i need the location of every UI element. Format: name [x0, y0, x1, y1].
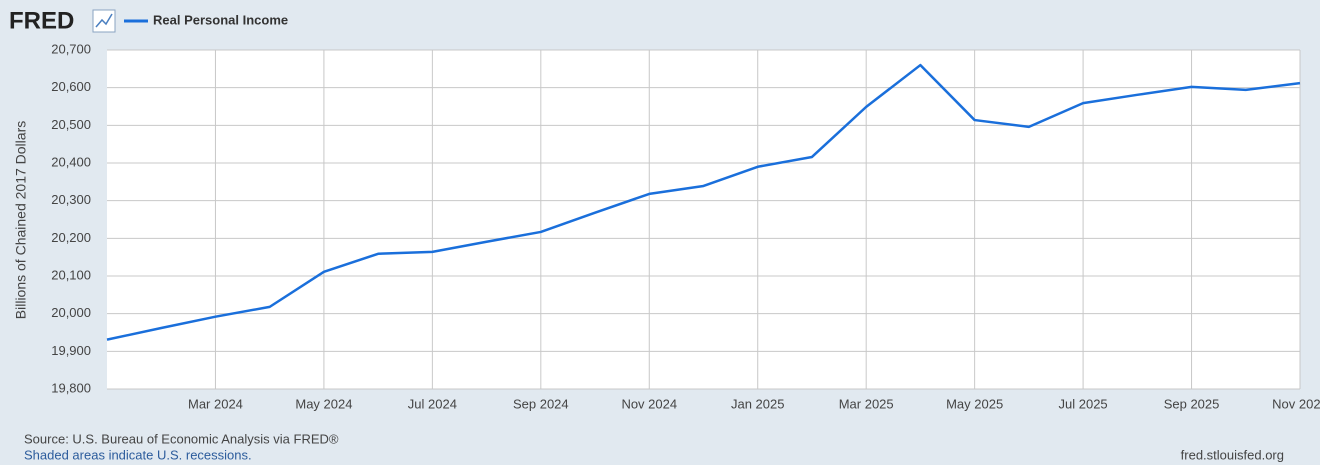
y-tick-label: 20,000	[51, 305, 91, 320]
y-tick-label: 20,500	[51, 117, 91, 132]
y-axis-label: Billions of Chained 2017 Dollars	[13, 121, 29, 319]
site[interactable]: fred.stlouisfed.org	[1181, 447, 1284, 462]
y-tick-label: 19,900	[51, 343, 91, 358]
logo-icon	[92, 9, 116, 33]
x-tick-label: Mar 2024	[188, 396, 243, 411]
y-tick-label: 20,200	[51, 230, 91, 245]
x-tick-label: Nov 2025	[1272, 396, 1320, 411]
y-tick-label: 20,300	[51, 192, 91, 207]
recession-note[interactable]: Shaded areas indicate U.S. recessions.	[24, 447, 252, 462]
x-tick-label: Nov 2024	[621, 396, 677, 411]
y-tick-label: 20,100	[51, 267, 91, 282]
plot-area	[107, 50, 1300, 389]
x-tick-label: May 2024	[295, 396, 352, 411]
source: Source: U.S. Bureau of Economic Analysis…	[24, 431, 339, 446]
y-tick-label: 20,400	[51, 154, 91, 169]
x-tick-label: May 2025	[946, 396, 1003, 411]
x-tick-label: Sep 2024	[513, 396, 569, 411]
logo: FRED	[9, 7, 74, 34]
x-tick-label: Sep 2025	[1164, 396, 1220, 411]
y-tick-label: 20,700	[51, 41, 91, 56]
x-tick-label: Jul 2025	[1059, 396, 1108, 411]
x-tick-label: Jul 2024	[408, 396, 457, 411]
y-tick-label: 19,800	[51, 380, 91, 395]
series-line	[106, 63, 1301, 341]
y-tick-label: 20,600	[51, 79, 91, 94]
x-tick-label: Mar 2025	[839, 396, 894, 411]
legend-label[interactable]: Real Personal Income	[153, 12, 288, 27]
x-tick-label: Jan 2025	[731, 396, 785, 411]
